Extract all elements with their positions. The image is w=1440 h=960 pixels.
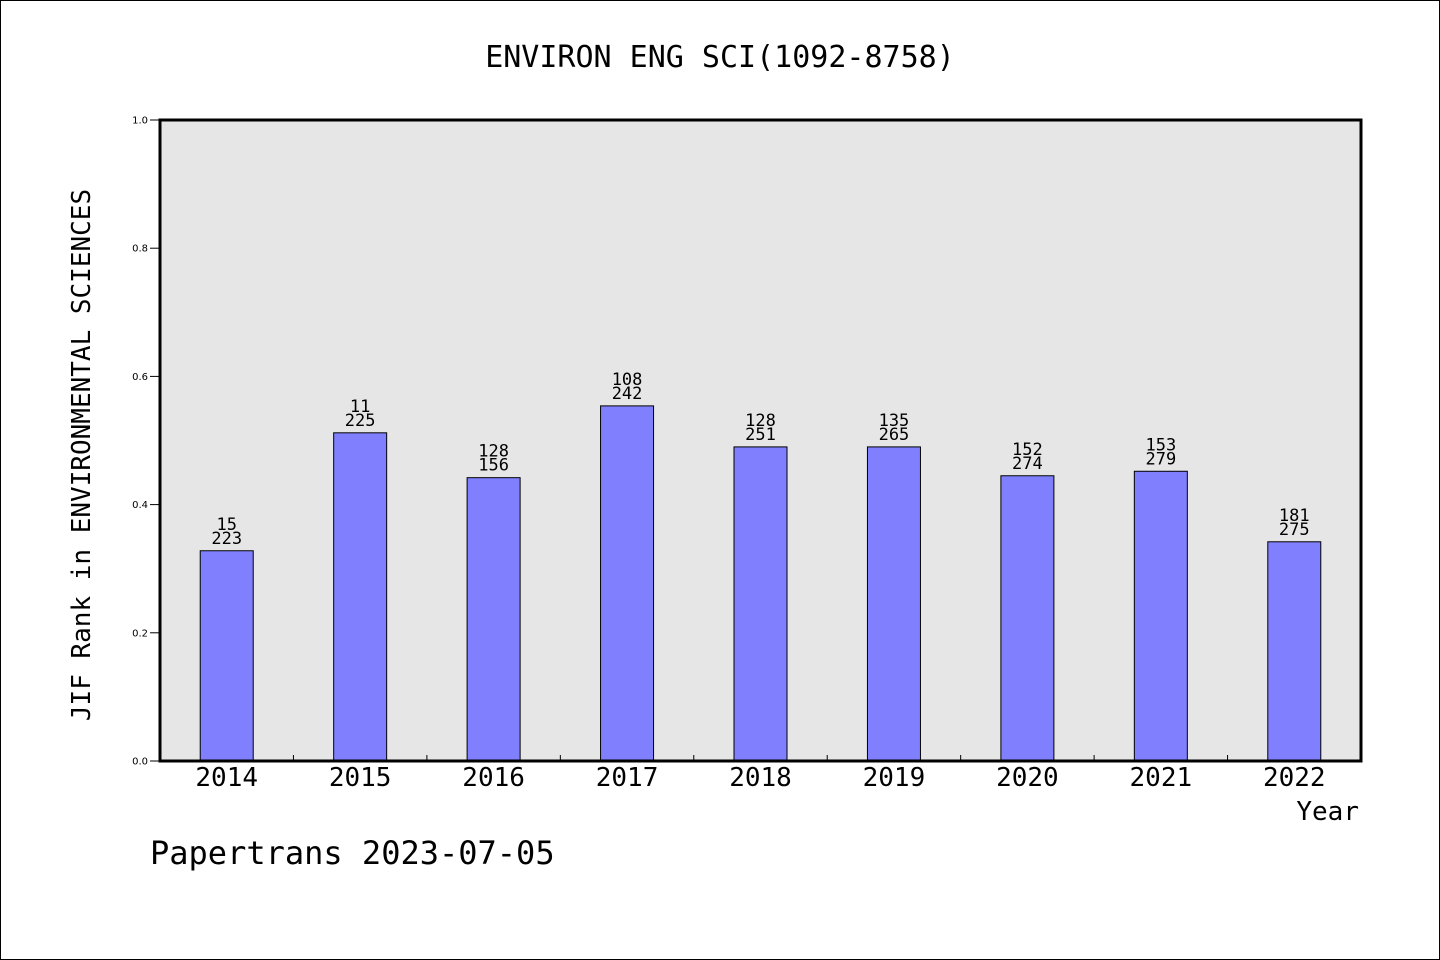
bar-2020 [1000,475,1055,762]
bar-label-rank: 128 [745,411,776,431]
bar-label-total: 265 [879,425,910,445]
y-axis: 0.0 0.2 0.4 0.6 0.8 1.0 [132,116,160,768]
y-tick-label: 0.6 [132,372,148,383]
bar-label-rank: 11 [350,397,370,417]
bar-2015 [333,432,388,762]
bar-label-total: 279 [1145,449,1176,469]
x-tick-label: 2018 [729,763,792,793]
x-tick-label: 2020 [996,763,1059,793]
bar-2016 [466,477,521,762]
bar-label-rank: 181 [1279,506,1310,526]
bar-2014 [199,550,254,762]
bar-2018 [733,446,788,762]
x-tick-label: 2022 [1263,763,1326,793]
bar-label-rank: 152 [1012,440,1043,460]
source-footer: Papertrans 2023-07-05 [150,834,555,872]
x-tick-label: 2016 [462,763,525,793]
x-tick-label: 2015 [329,763,392,793]
bar-label-rank: 153 [1145,435,1176,455]
bar-label-total: 156 [478,456,509,476]
bar-labels-group: 1522311225128156108242128251135265152274… [211,370,1309,549]
x-tick-label: 2021 [1130,763,1193,793]
y-tick-label: 0.0 [132,757,148,768]
bar-2022 [1267,541,1322,762]
bar-label-total: 225 [345,411,376,431]
plot-border [158,118,1363,763]
bar-2019 [866,446,921,762]
bar-label-total: 274 [1012,454,1043,474]
x-tick-label: 2019 [863,763,926,793]
x-tick-label: 2017 [596,763,659,793]
bar-2021 [1133,470,1188,762]
y-tick-label: 1.0 [132,116,148,127]
bar-label-rank: 108 [612,370,643,390]
y-tick-label: 0.4 [132,500,148,511]
bar-label-rank: 128 [478,442,509,462]
x-axis: 2014 2015 2016 2017 2018 2019 2020 2021 2022 [195,755,1326,793]
x-tick-label: 2014 [195,763,258,793]
bar-2017 [600,405,655,762]
bar-label-total: 223 [211,529,242,549]
y-axis-label: JIF Rank in ENVIRONMENTAL SCIENCES [67,189,97,721]
bar-label-rank: 15 [216,515,236,535]
chart-title: ENVIRON ENG SCI(1092-8758) [485,40,955,75]
bar-label-rank: 135 [879,411,910,431]
x-axis-label: Year [1296,797,1359,827]
bar-label-total: 251 [745,425,776,445]
bars-group [199,405,1322,762]
bar-label-total: 275 [1279,520,1310,540]
y-tick-label: 0.2 [132,628,148,639]
bar-label-total: 242 [612,384,643,404]
y-tick-label: 0.8 [132,244,148,255]
